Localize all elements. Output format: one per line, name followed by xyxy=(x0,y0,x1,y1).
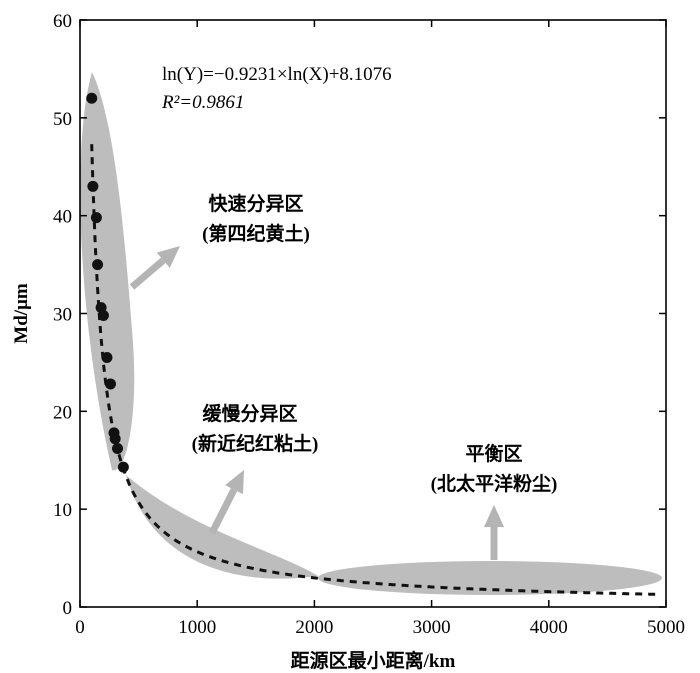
arrow-slow-head xyxy=(225,470,244,495)
y-tick-label: 60 xyxy=(53,11,72,32)
data-point xyxy=(101,352,113,364)
data-point xyxy=(109,433,121,445)
region-label-fast: 快速分异区 xyxy=(208,192,303,215)
region-sublabel-slow: (新近纪红粘土) xyxy=(192,432,319,455)
region-sublabel-equilibrium: (北太平洋粉尘) xyxy=(431,472,558,495)
x-tick-label: 4000 xyxy=(530,617,568,638)
data-point xyxy=(97,309,109,321)
data-point xyxy=(104,378,116,390)
data-point xyxy=(112,443,124,455)
data-point xyxy=(86,92,98,104)
axes: 0 1000 2000 3000 4000 5000 0 10 20 30 40 50 60 xyxy=(53,11,685,638)
x-axis-label: 距源区最小距离/km xyxy=(291,649,456,672)
data-point xyxy=(90,212,102,224)
region-equilibrium xyxy=(318,561,662,595)
region-shapes xyxy=(80,72,662,595)
y-tick-label: 30 xyxy=(53,305,72,326)
region-fast xyxy=(80,72,135,471)
x-tick-label: 1000 xyxy=(178,617,216,638)
y-axis-label: Md/μm xyxy=(11,283,32,344)
x-tick-label: 3000 xyxy=(413,617,451,638)
region-sublabel-fast: (第四纪黄土) xyxy=(202,222,310,245)
fit-equation: ln(Y)=−0.9231×ln(X)+8.1076 xyxy=(162,64,392,85)
arrow-equilibrium-head xyxy=(484,505,504,527)
data-points xyxy=(86,92,129,473)
data-point xyxy=(87,180,99,192)
y-tick-label: 10 xyxy=(53,500,72,521)
arrow-slow-shaft xyxy=(208,488,238,535)
data-point xyxy=(92,259,104,271)
y-tick-label: 40 xyxy=(53,207,72,228)
x-tick-label: 5000 xyxy=(647,617,685,638)
region-label-equilibrium: 平衡区 xyxy=(465,442,522,465)
region-slow xyxy=(126,475,318,579)
data-point xyxy=(117,461,129,473)
fit-r2: R²=0.9861 xyxy=(161,92,244,113)
fit-curve xyxy=(90,144,661,596)
x-tick-label: 0 xyxy=(75,617,85,638)
y-tick-label: 50 xyxy=(53,109,72,130)
arrow-fast-shaft xyxy=(129,257,166,290)
region-label-slow: 缓慢分异区 xyxy=(202,402,297,425)
region-arrows xyxy=(129,246,504,560)
x-tick-label: 2000 xyxy=(295,617,333,638)
y-tick-label: 0 xyxy=(63,598,73,619)
arrow-fast-head xyxy=(156,246,180,268)
y-tick-label: 20 xyxy=(53,402,72,423)
